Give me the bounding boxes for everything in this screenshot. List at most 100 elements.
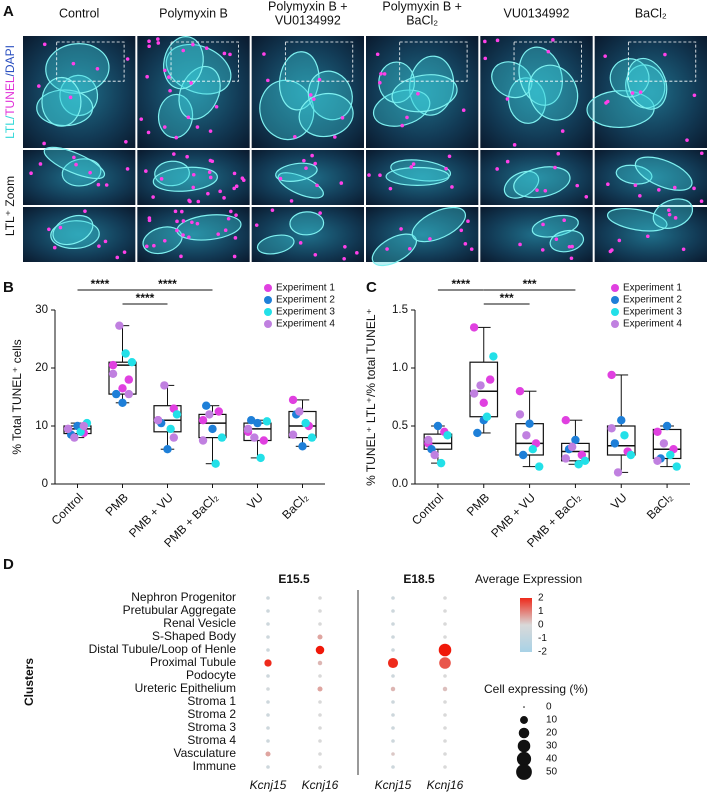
tunel-dot: [407, 246, 412, 251]
column-header: Polymyxin B +: [382, 0, 462, 13]
micrograph-texture: [518, 214, 585, 261]
dot: [443, 739, 447, 743]
tunel-dot: [167, 75, 171, 79]
dot: [266, 765, 270, 769]
tubule: [531, 214, 579, 238]
data-point: [124, 375, 133, 384]
cluster-label: Stroma 1: [187, 694, 236, 708]
tunel-dot: [308, 93, 313, 97]
data-point: [479, 398, 488, 407]
data-point: [525, 419, 534, 428]
y-tick-label: 20: [35, 362, 48, 374]
tunel-dot: [692, 93, 697, 98]
tubule: [298, 92, 354, 138]
data-point: [515, 387, 525, 396]
tunel-dot: [570, 244, 574, 249]
legend-marker: [264, 320, 272, 328]
tunel-dot: [302, 158, 306, 163]
tunel-dot: [147, 39, 151, 44]
data-point: [205, 410, 214, 419]
facet-title: E18.5: [403, 572, 435, 586]
tunel-dot: [450, 185, 454, 189]
tunel-dot: [575, 183, 580, 188]
tunel-dot: [163, 68, 167, 73]
tunel-dot: [232, 254, 237, 259]
tubule: [609, 58, 650, 98]
data-point: [214, 407, 223, 416]
y-tick-label: 0.0: [392, 478, 408, 490]
tunel-dot: [699, 151, 704, 156]
data-point: [476, 381, 485, 390]
data-point: [250, 433, 259, 442]
tunel-dot: [512, 143, 517, 147]
tunel-dot: [556, 151, 561, 156]
tunel-dot: [223, 228, 228, 232]
y-axis-label: Clusters: [22, 658, 36, 706]
legend-label: Experiment 4: [276, 319, 335, 330]
tunel-dot: [342, 256, 346, 261]
stain-label-part: /DAPI: [3, 45, 17, 76]
data-point: [485, 375, 495, 384]
tunel-dot: [162, 125, 167, 129]
tunel-dot: [546, 49, 551, 54]
data-point: [288, 395, 298, 405]
data-point: [108, 369, 118, 378]
tunel-dot: [180, 209, 184, 214]
x-tick-label: Control: [409, 490, 446, 527]
tunel-dot: [207, 170, 212, 174]
stain-label: LTL/TUNEL/DAPI: [3, 45, 17, 139]
tunel-dot: [535, 188, 539, 192]
dot: [266, 713, 270, 717]
data-point: [666, 450, 675, 460]
size-key-label: 0: [546, 702, 552, 713]
tunel-dot: [270, 208, 275, 212]
tunel-dot: [667, 212, 672, 217]
box: [153, 405, 182, 433]
data-point: [662, 421, 672, 431]
data-point: [607, 370, 616, 380]
data-point: [653, 427, 662, 436]
tunel-dot: [234, 184, 239, 189]
data-point: [561, 454, 570, 463]
legend-label: Experiment 3: [276, 307, 335, 318]
dot: [266, 700, 270, 704]
data-point: [118, 384, 127, 393]
data-point: [561, 416, 570, 425]
micrograph-texture: [275, 153, 344, 203]
tunel-dot: [318, 211, 322, 215]
tunel-dot: [672, 185, 677, 190]
data-point: [473, 428, 482, 438]
dot: [266, 687, 270, 691]
significance-label: ***: [523, 277, 537, 291]
data-point: [247, 416, 256, 425]
y-axis-label: % Total TUNEL⁺ cells: [10, 339, 24, 454]
column-header: BaCl₂: [635, 6, 667, 20]
tubule: [586, 90, 655, 129]
cluster-label: Distal Tubule/Loop of Henle: [89, 642, 237, 656]
tunel-dot: [208, 175, 213, 180]
data-point: [166, 424, 175, 434]
dot: [443, 752, 447, 756]
data-point: [202, 401, 211, 410]
tunel-dot: [313, 252, 318, 257]
tunel-dot: [96, 182, 101, 187]
x-tick-label: VU: [244, 490, 266, 512]
tunel-dot: [333, 135, 337, 139]
dot: [443, 622, 447, 626]
tunel-dot: [298, 241, 303, 245]
tunel-dot: [466, 219, 470, 224]
panel-letter: B: [3, 279, 14, 296]
tunel-dot: [610, 248, 614, 252]
tunel-dot: [315, 183, 319, 188]
dot: [266, 635, 270, 639]
micrograph: [366, 150, 479, 205]
data-point: [482, 412, 492, 421]
tunel-dot: [58, 225, 63, 230]
dot: [391, 713, 395, 717]
gene-label: Kcnj15: [375, 778, 412, 792]
x-tick-label: Control: [49, 490, 86, 527]
micrograph-texture: [254, 208, 359, 261]
tunel-dot: [505, 97, 510, 101]
tubule: [41, 76, 82, 127]
data-point: [208, 424, 217, 434]
